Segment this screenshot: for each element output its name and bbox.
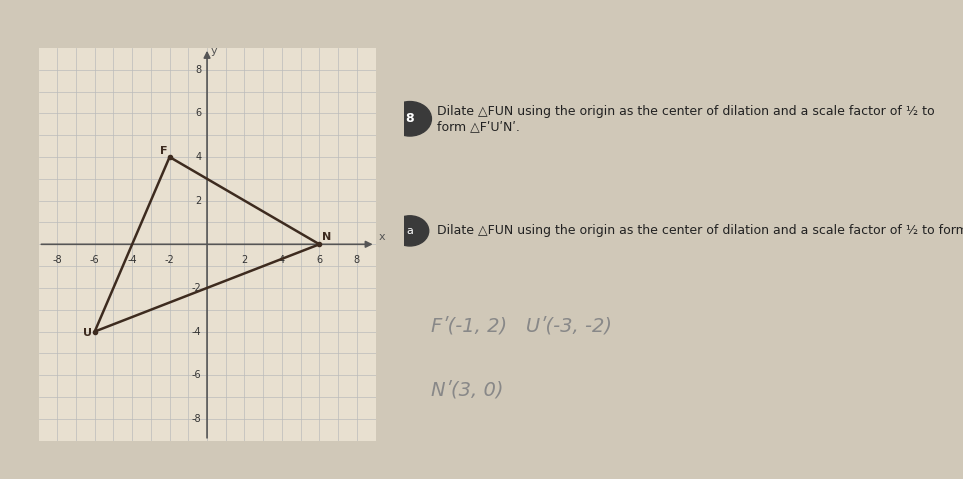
Text: 6: 6	[316, 255, 323, 265]
Text: -2: -2	[165, 255, 174, 265]
Circle shape	[388, 102, 431, 136]
Text: Dilate △FUN using the origin as the center of dilation and a scale factor of ½ t: Dilate △FUN using the origin as the cent…	[437, 224, 963, 238]
Text: -4: -4	[127, 255, 137, 265]
Text: Nʹ(3, 0): Nʹ(3, 0)	[431, 381, 504, 400]
Text: y: y	[211, 46, 218, 57]
Text: Fʹ(-1, 2)   Uʹ(-3, -2): Fʹ(-1, 2) Uʹ(-3, -2)	[431, 316, 612, 335]
Text: 4: 4	[279, 255, 285, 265]
Text: -8: -8	[52, 255, 62, 265]
Text: F: F	[160, 146, 168, 156]
Text: 2: 2	[242, 255, 247, 265]
Text: 8: 8	[405, 112, 414, 125]
Text: -6: -6	[90, 255, 99, 265]
Text: U: U	[84, 328, 92, 338]
Text: 2: 2	[195, 195, 201, 205]
Text: x: x	[378, 232, 385, 242]
Text: N: N	[323, 232, 331, 242]
Text: -2: -2	[192, 283, 201, 293]
Circle shape	[391, 216, 429, 246]
Text: 6: 6	[195, 108, 201, 118]
Text: -6: -6	[192, 370, 201, 380]
Text: 8: 8	[195, 65, 201, 75]
Text: 4: 4	[195, 152, 201, 162]
Text: -4: -4	[192, 327, 201, 337]
Text: -8: -8	[192, 414, 201, 424]
Text: Dilate △FUN using the origin as the center of dilation and a scale factor of ½ t: Dilate △FUN using the origin as the cent…	[437, 105, 934, 133]
Text: 8: 8	[353, 255, 360, 265]
Text: a: a	[406, 226, 413, 236]
